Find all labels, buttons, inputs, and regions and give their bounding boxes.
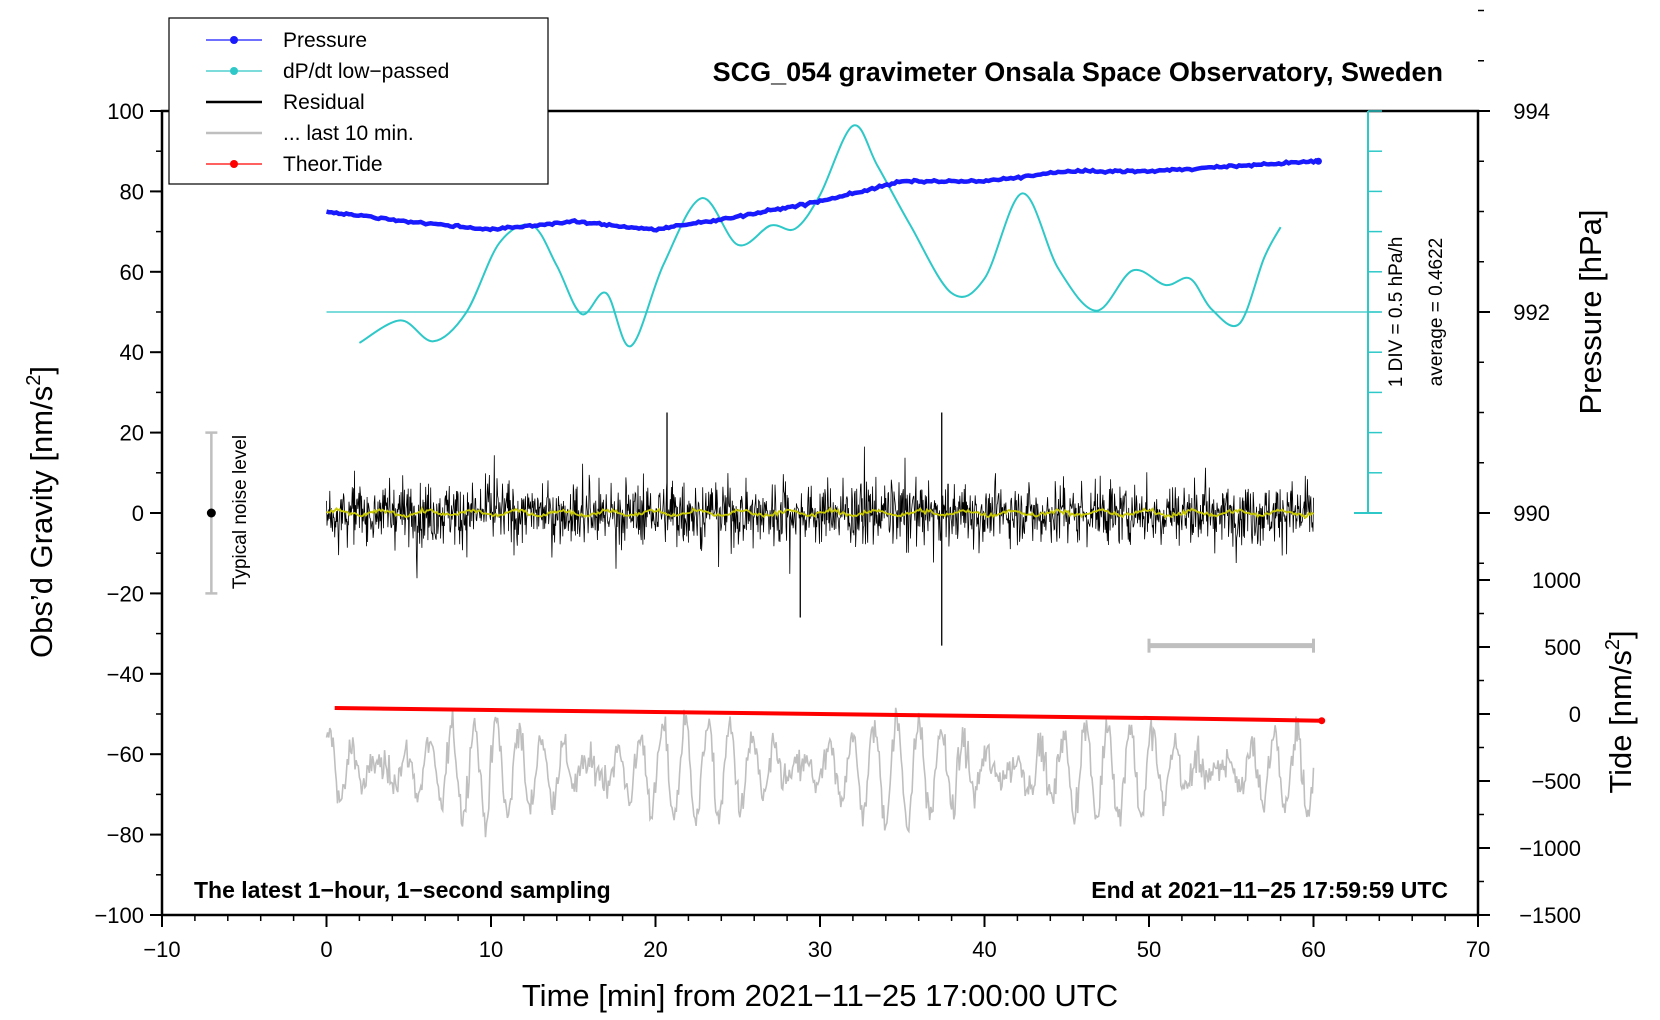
tide-layer [334, 706, 1326, 725]
pressure-tick-label: 994 [1513, 99, 1550, 124]
tide-tick-label: −1000 [1519, 836, 1581, 861]
y-tick-label: 100 [107, 99, 144, 124]
axes-layer: −10 0 10 20 30 40 50 60 70100806040200−20−40−60−… [94, 9, 1581, 962]
noise-bar-center [206, 508, 216, 518]
annotation-layer [205, 431, 1315, 653]
last-10-min-line [325, 707, 1315, 838]
tide-tick-label: −500 [1531, 769, 1581, 794]
legend: Pressure dP/dt low−passed Residual ... last… [168, 17, 549, 185]
pressure-tick-label: 990 [1513, 501, 1550, 526]
y-tick-label: 80 [120, 179, 144, 204]
y-tick-label: 20 [120, 421, 144, 446]
annotation-end-time: End at 2021−11−25 17:59:59 UTC [1091, 877, 1448, 903]
y-tick-label: 60 [120, 260, 144, 285]
y-axis-label-left: Obs’d Gravity [nm/s2] [23, 366, 59, 658]
tide-tick-label: −1500 [1519, 903, 1581, 928]
legend-label: Theor.Tide [283, 153, 383, 176]
pressure-end-point [1314, 157, 1322, 165]
y-axis-label-pressure: Pressure [hPa] [1573, 209, 1608, 414]
y-tick-label: −80 [107, 823, 144, 848]
y-tick-label: −20 [107, 581, 144, 606]
legend-label: Residual [283, 91, 365, 114]
pressure-layer [325, 157, 1322, 233]
div-label: 1 DIV = 0.5 hPa/h [1386, 237, 1407, 388]
residual-line [326, 446, 1314, 579]
tide-end-point [1318, 717, 1326, 725]
residual-mean-layer [326, 505, 1315, 520]
tide-tick-label: 0 [1569, 702, 1581, 727]
x-tick-label: −10 [143, 937, 180, 962]
x-axis-label: Time [min] from 2021−11−25 17:00:00 UTC [522, 978, 1118, 1013]
plot-title: SCG_054 gravimeter Onsala Space Observat… [713, 57, 1443, 87]
legend-marker [230, 36, 238, 44]
pressure-line [325, 157, 1320, 233]
x-tick-label: 70 [1466, 937, 1490, 962]
residual-layer [326, 412, 1314, 646]
legend-marker [230, 67, 238, 75]
x-tick-label: 30 [808, 937, 832, 962]
x-tick-label: 10 [479, 937, 503, 962]
legend-label: ... last 10 min. [283, 122, 414, 145]
legend-label: dP/dt low−passed [283, 60, 449, 83]
y-tick-label: −60 [107, 742, 144, 767]
tide-tick-label: 500 [1544, 635, 1581, 660]
x-tick-label: 0 [320, 937, 332, 962]
tide-tick-label: 1000 [1532, 568, 1581, 593]
annotation-sampling: The latest 1−hour, 1−second sampling [194, 877, 611, 903]
y-tick-label: 40 [120, 340, 144, 365]
x-tick-label: 20 [643, 937, 667, 962]
y-tick-label: −100 [94, 903, 144, 928]
legend-marker [230, 160, 238, 168]
tide-line [334, 706, 1322, 723]
legend-label: Pressure [283, 29, 367, 52]
x-tick-label: 50 [1137, 937, 1161, 962]
y-tick-label: 0 [132, 501, 144, 526]
noise-level-label: Typical noise level [230, 435, 251, 589]
y-tick-label: −40 [107, 662, 144, 687]
average-label: average = 0.4622 [1426, 238, 1447, 386]
pressure-tick-label: 992 [1513, 300, 1550, 325]
x-tick-label: 40 [972, 937, 996, 962]
last-10-min-layer [325, 707, 1315, 838]
y-axis-label-tide: Tide [nm/s2] [1602, 630, 1638, 793]
x-tick-label: 60 [1301, 937, 1325, 962]
residual-mean-line [326, 505, 1315, 520]
